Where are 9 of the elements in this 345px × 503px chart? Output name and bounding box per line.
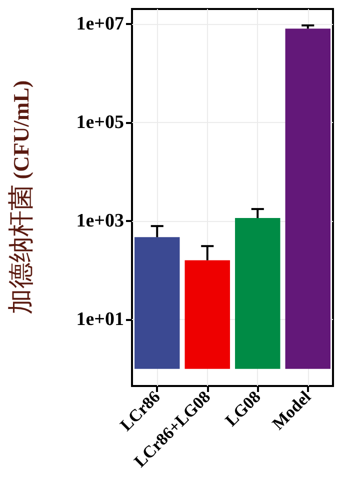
bar [134, 237, 180, 369]
bar [184, 260, 230, 369]
y-axis-title: 加德纳杆菌 (CFU/mL) [6, 80, 36, 315]
bar [285, 28, 330, 369]
bar [235, 218, 280, 369]
y-tick-label: 1e+05 [76, 112, 124, 133]
y-tick-label: 1e+03 [76, 210, 124, 232]
y-tick-label: 1e+01 [76, 309, 124, 330]
y-tick-label: 1e+07 [76, 13, 124, 34]
